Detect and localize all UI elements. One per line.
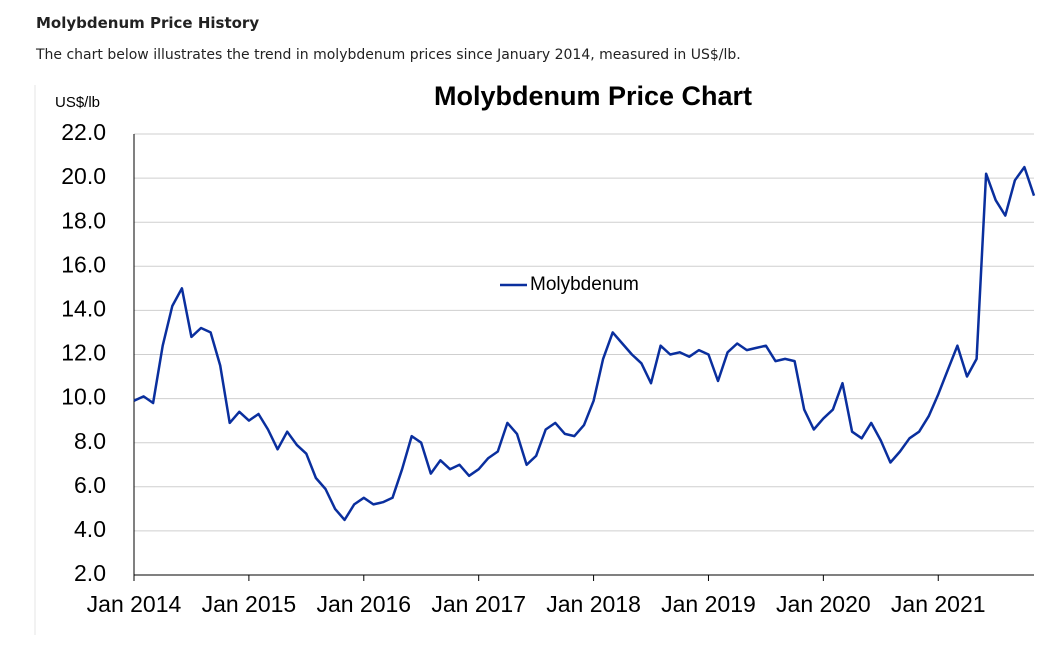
- y-tick-label: 2.0: [74, 560, 106, 586]
- page-title: Molybdenum Price History: [36, 14, 260, 32]
- y-tick-label: 12.0: [61, 340, 106, 366]
- x-tick-label: Jan 2020: [776, 591, 871, 617]
- y-tick-label: 14.0: [61, 295, 106, 321]
- x-tick-label: Jan 2019: [661, 591, 756, 617]
- y-tick-label: 22.0: [61, 119, 106, 145]
- intro-text: The chart below illustrates the trend in…: [36, 47, 741, 63]
- y-tick-label: 20.0: [61, 163, 106, 189]
- x-tick-label: Jan 2015: [202, 591, 297, 617]
- x-tick-label: Jan 2017: [431, 591, 526, 617]
- y-tick-label: 18.0: [61, 207, 106, 233]
- y-tick-label: 8.0: [74, 428, 106, 454]
- x-tick-label: Jan 2021: [891, 591, 986, 617]
- chart-title: Molybdenum Price Chart: [434, 81, 752, 111]
- x-tick-label: Jan 2014: [87, 591, 182, 617]
- legend-label: Molybdenum: [530, 274, 639, 295]
- x-tick-label: Jan 2018: [546, 591, 641, 617]
- y-tick-label: 6.0: [74, 472, 106, 498]
- x-tick-label: Jan 2016: [316, 591, 411, 617]
- y-axis-label: US$/lb: [55, 94, 100, 111]
- y-tick-label: 10.0: [61, 384, 106, 410]
- y-tick-label: 4.0: [74, 516, 106, 542]
- y-tick-label: 16.0: [61, 251, 106, 277]
- price-line: [133, 165, 1036, 522]
